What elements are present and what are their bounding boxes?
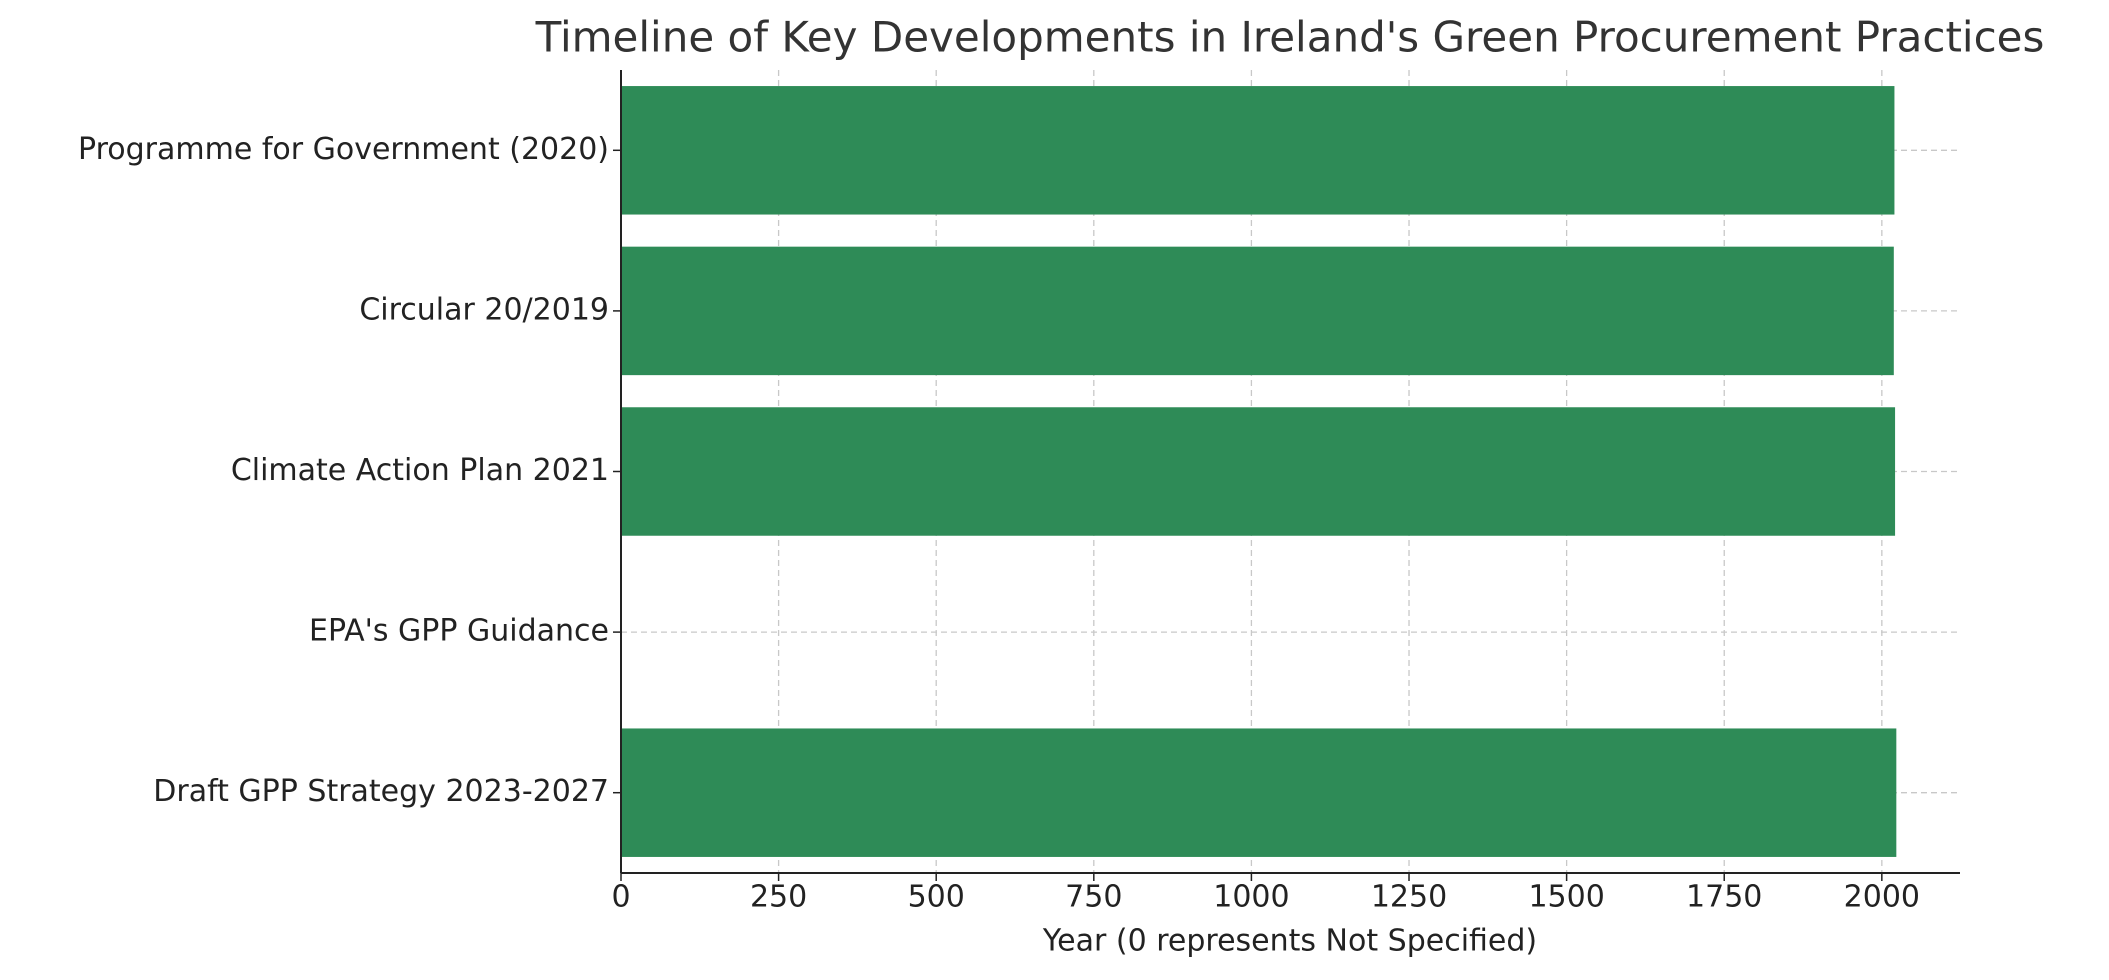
y-tick-label: Draft GPP Strategy 2023-2027 [153,774,609,809]
x-axis-label: Year (0 represents Not Specified) [1042,924,1537,959]
x-tick-label: 1000 [1213,880,1289,915]
x-tick-label: 1500 [1528,880,1604,915]
chart-title: Timeline of Key Developments in Ireland'… [535,13,2045,62]
y-tick-label: Programme for Government (2020) [78,132,609,167]
y-tick-label: Climate Action Plan 2021 [231,453,609,488]
x-tick-label: 250 [750,880,807,915]
x-tick-label: 500 [908,880,965,915]
y-tick-label: Circular 20/2019 [359,292,609,327]
x-tick-label: 0 [611,880,630,915]
y-tick-label: EPA's GPP Guidance [309,614,609,649]
bar [621,246,1894,376]
x-tick-label: 1250 [1371,880,1447,915]
bar [621,407,1896,536]
x-tick-label: 2000 [1844,880,1920,915]
bar [621,86,1895,215]
x-tick-label: 1750 [1686,880,1762,915]
x-tick-label: 750 [1065,880,1122,915]
bar [621,728,1897,857]
